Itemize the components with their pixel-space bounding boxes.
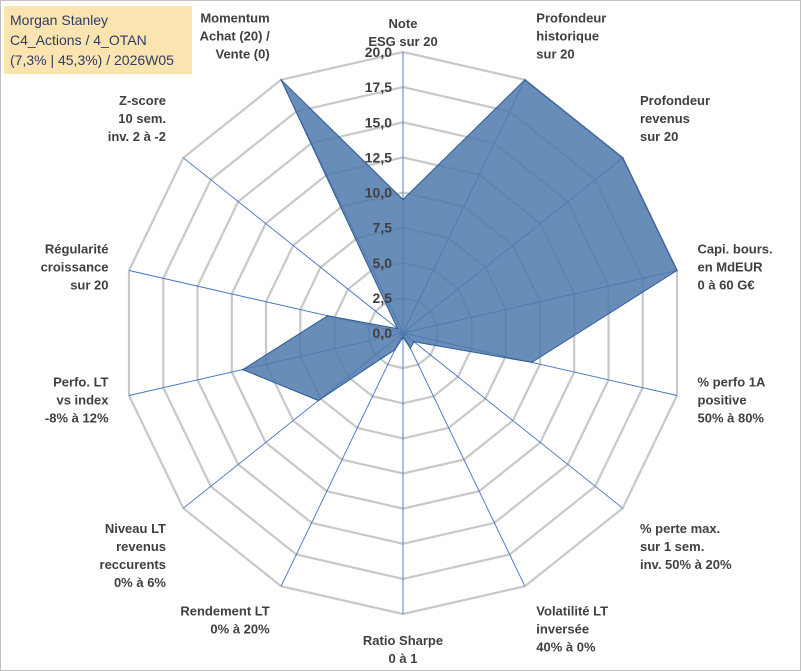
axis-label-line: Vente (0) xyxy=(216,47,270,62)
axis-label-line: Régularité xyxy=(45,242,109,257)
data-point-0 xyxy=(402,198,404,201)
spoke-6 xyxy=(402,332,526,587)
axis-label-line: 0% à 20% xyxy=(210,622,270,637)
axis-label-2: Profondeur revenus sur 20 xyxy=(640,93,710,144)
data-point-7 xyxy=(402,336,404,339)
axis-label-6: Volatilité LT inversée 40% à 0% xyxy=(536,604,608,655)
axis-label-8: Rendement LT 0% à 20% xyxy=(180,604,270,637)
spoke-8 xyxy=(280,332,404,587)
tick-label-1: 2,5 xyxy=(373,290,393,306)
axis-label-line: reccurents xyxy=(100,557,166,572)
tick-label-2: 5,0 xyxy=(373,255,393,271)
axis-label-line: inv. 2 à -2 xyxy=(108,129,166,144)
axis-labels: Note ESG sur 20 Profondeur historique sur 20… xyxy=(41,11,773,667)
data-point-12 xyxy=(396,327,399,330)
axis-label-line: Momentum xyxy=(200,11,269,26)
axis-label-0: Note ESG sur 20 xyxy=(368,16,437,49)
data-point-9 xyxy=(317,399,320,402)
axis-label-line: Capi. bours. xyxy=(698,242,773,257)
tick-label-6: 15,0 xyxy=(365,114,392,130)
axis-label-13: Momentum Achat (20) / Vente (0) xyxy=(200,11,270,62)
axis-label-line: positive xyxy=(698,392,747,407)
tick-labels: 0,0 2,5 5,0 7,5 10,0 12,5 15,0 17,5 20,0 xyxy=(365,44,392,341)
axis-label-line: revenus xyxy=(640,111,690,126)
axis-label-line: Achat (20) / xyxy=(200,29,270,44)
axis-label-line: Perfo. LT xyxy=(53,374,108,389)
axis-label-line: 40% à 0% xyxy=(536,640,596,655)
axis-label-line: en MdEUR xyxy=(698,260,764,275)
axis-label-line: Rendement LT xyxy=(180,604,269,619)
axis-label-1: Profondeur historique sur 20 xyxy=(536,11,606,62)
tick-label-7: 17,5 xyxy=(365,79,392,95)
axis-label-line: Niveau LT xyxy=(105,521,166,536)
data-point-1 xyxy=(524,79,526,81)
axis-label-4: % perfo 1A positive 50% à 80% xyxy=(698,374,767,425)
axis-label-10: Perfo. LT vs index -8% à 12% xyxy=(45,374,109,425)
data-point-11 xyxy=(326,315,329,317)
axis-label-line: % perfo 1A xyxy=(698,374,767,389)
axis-label-line: 50% à 80% xyxy=(698,410,765,425)
axis-label-line: 0 à 1 xyxy=(389,651,418,666)
data-point-4 xyxy=(531,361,533,364)
axis-label-9: Niveau LT revenus reccurents 0% à 6% xyxy=(100,521,167,590)
tick-label-4: 10,0 xyxy=(365,185,392,201)
data-point-5 xyxy=(413,341,415,343)
axis-label-line: inv. 50% à 20% xyxy=(640,557,732,572)
axis-label-line: 10 sem. xyxy=(118,111,166,126)
title-line-3: (7,3% | 45,3%) / 2026W05 xyxy=(10,52,174,68)
series-area xyxy=(241,79,678,402)
axis-label-line: -8% à 12% xyxy=(45,410,109,425)
axis-label-11: Régularité croissance sur 20 xyxy=(41,242,109,293)
axis-label-line: sur 20 xyxy=(70,278,108,293)
axis-label-line: historique xyxy=(536,29,599,44)
title-line-1: Morgan Stanley xyxy=(10,12,109,28)
axis-label-line: sur 1 sem. xyxy=(640,539,704,554)
data-point-13 xyxy=(280,79,282,81)
tick-label-8: 20,0 xyxy=(365,44,392,60)
axis-label-line: Ratio Sharpe xyxy=(363,633,443,648)
axis-label-5: % perte max. sur 1 sem. inv. 50% à 20% xyxy=(640,521,732,572)
tick-label-3: 7,5 xyxy=(373,220,393,236)
axis-label-line: Note xyxy=(389,16,418,31)
axis-label-line: sur 20 xyxy=(536,47,574,62)
axis-label-line: Profondeur xyxy=(640,93,710,108)
axis-label-line: inversée xyxy=(536,622,589,637)
title-line-2: C4_Actions / 4_OTAN xyxy=(10,32,147,48)
data-point-3 xyxy=(676,269,678,272)
axis-label-line: Z-score xyxy=(119,93,166,108)
chart-title-box: Morgan Stanley C4_Actions / 4_OTAN (7,3%… xyxy=(4,6,192,74)
series xyxy=(241,79,678,402)
axis-label-line: vs index xyxy=(56,392,109,407)
axis-label-7: Ratio Sharpe 0 à 1 xyxy=(363,633,443,666)
axis-label-line: ESG sur 20 xyxy=(368,34,437,49)
tick-label-0: 0,0 xyxy=(373,325,393,341)
spoke-12 xyxy=(183,157,404,334)
data-point-8 xyxy=(394,348,396,351)
axis-label-line: % perte max. xyxy=(640,521,720,536)
axis-label-line: revenus xyxy=(116,539,166,554)
axis-label-12: Z-score 10 sem. inv. 2 à -2 xyxy=(108,93,166,144)
axis-label-line: Volatilité LT xyxy=(536,604,608,619)
axis-label-line: 0 à 60 G€ xyxy=(698,278,755,293)
tick-label-5: 12,5 xyxy=(365,149,392,165)
data-point-10 xyxy=(241,368,244,371)
data-point-2 xyxy=(621,157,624,159)
spoke-5 xyxy=(402,332,623,509)
axis-label-line: Profondeur xyxy=(536,11,606,26)
axis-label-line: croissance xyxy=(41,260,109,275)
data-point-6 xyxy=(409,347,412,350)
axis-label-3: Capi. bours. en MdEUR 0 à 60 G€ xyxy=(698,242,773,293)
axis-label-line: 0% à 6% xyxy=(114,575,166,590)
axis-label-line: sur 20 xyxy=(640,129,678,144)
